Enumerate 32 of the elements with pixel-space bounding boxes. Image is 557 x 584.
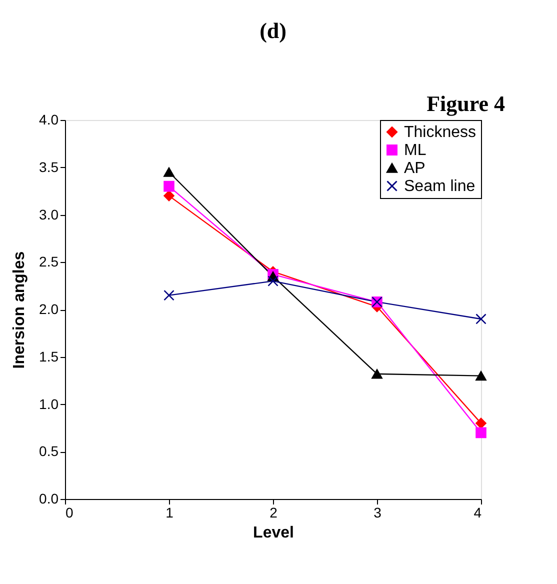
point	[476, 418, 486, 429]
point	[372, 369, 382, 379]
x-tick-label: 4	[474, 504, 482, 520]
legend-label: AP	[404, 160, 426, 177]
x-axis-title: Level	[253, 524, 294, 542]
y-tick-label: 3.5	[39, 158, 59, 175]
y-tick-label: 1.5	[39, 348, 59, 364]
x-tick-label: 2	[270, 504, 278, 520]
point	[164, 180, 174, 192]
legend-label: Thickness	[404, 124, 476, 141]
point	[476, 371, 486, 381]
point	[268, 276, 278, 286]
y-axis-title: Inersion angles	[11, 251, 28, 369]
y-tick-label: 0.5	[39, 443, 59, 460]
legend-label: Seam line	[404, 178, 476, 195]
y-tick-label: 2.0	[39, 301, 59, 317]
caption: Figure 4	[426, 91, 505, 116]
x-tick-label: 0	[66, 504, 74, 520]
point	[476, 427, 486, 438]
point	[476, 314, 486, 324]
y-tick-label: 1.0	[39, 396, 59, 412]
point	[164, 167, 174, 177]
point	[164, 190, 174, 202]
x-tick-label: 1	[166, 504, 174, 520]
legend-label: ML	[404, 142, 426, 159]
y-tick-label: 3.0	[39, 206, 59, 222]
x-tick-label: 3	[374, 504, 382, 520]
y-tick-label: 2.5	[39, 254, 59, 270]
point	[164, 290, 174, 301]
chart-title: (d)	[260, 18, 286, 43]
y-tick-label: 0.0	[39, 490, 59, 506]
y-tick-label: 4.0	[39, 112, 59, 128]
